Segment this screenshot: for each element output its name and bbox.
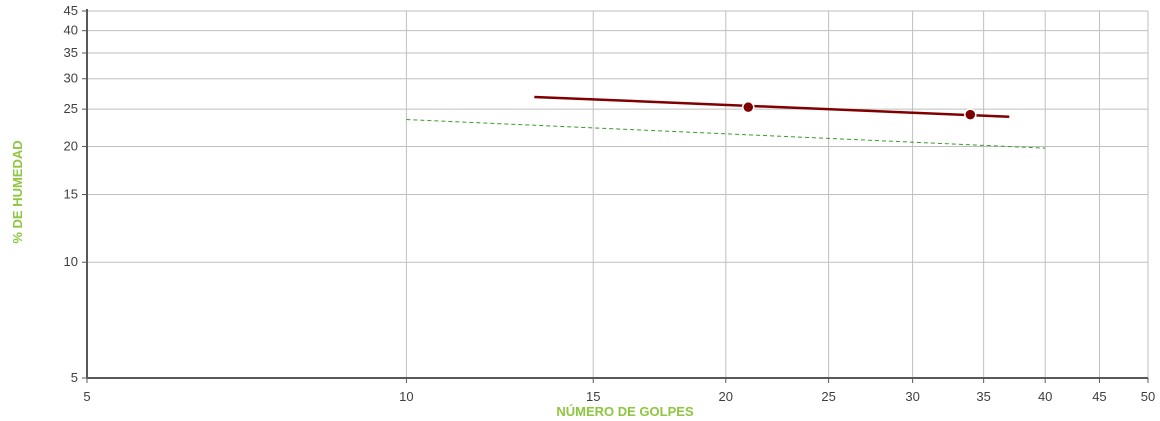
x-tick-label-25: 25 <box>821 389 835 404</box>
grid <box>87 10 1149 378</box>
x-tick-label-10: 10 <box>399 389 413 404</box>
x-tick-label-20: 20 <box>719 389 733 404</box>
data-point-1 <box>742 100 755 114</box>
axes: 5 10 15 20 25 30 35 40 45 50 5 10 15 20 25 30 35 40 45 <box>64 3 1156 404</box>
trend-line <box>534 95 1010 118</box>
x-tick-label-15: 15 <box>586 389 600 404</box>
y-tick-label-5: 5 <box>71 370 78 385</box>
x-tick-label-40: 40 <box>1038 389 1052 404</box>
y-axis-title: % DE HUMEDAD <box>10 140 25 243</box>
reference-line <box>406 119 1046 149</box>
y-tick-label-15: 15 <box>64 187 78 202</box>
y-tick-label-40: 40 <box>64 23 78 38</box>
y-tick-label-10: 10 <box>64 254 78 269</box>
x-tick-label-35: 35 <box>976 389 990 404</box>
data-point-2 <box>964 108 977 121</box>
x-tick-label-30: 30 <box>905 389 919 404</box>
y-tick-label-30: 30 <box>64 71 78 86</box>
series <box>406 95 1046 149</box>
y-tick-label-45: 45 <box>64 3 78 18</box>
x-tick-label-5: 5 <box>83 389 90 404</box>
x-tick-label-45: 45 <box>1092 389 1106 404</box>
x-tick-label-50: 50 <box>1141 389 1155 404</box>
y-tick-label-20: 20 <box>64 138 78 153</box>
y-tick-label-35: 35 <box>64 45 78 60</box>
x-axis-title: NÚMERO DE GOLPES <box>556 404 694 419</box>
y-tick-label-25: 25 <box>64 101 78 116</box>
